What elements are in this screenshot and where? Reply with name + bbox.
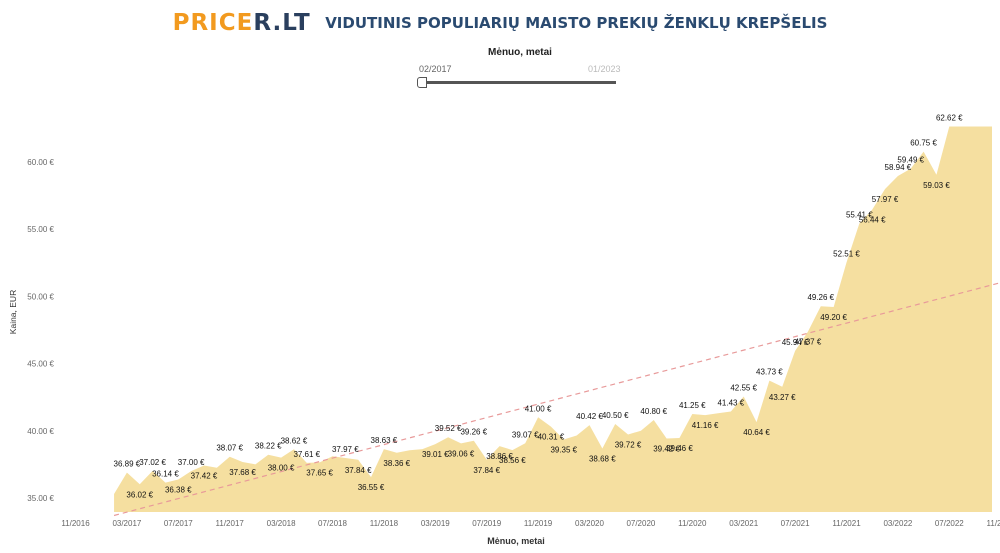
x-tick-label: 11/2018 [370, 519, 399, 528]
data-label: 37.97 € [332, 445, 359, 454]
pricer-logo: PRICER.LT [173, 10, 311, 36]
data-label: 62.62 € [936, 114, 963, 123]
x-tick-label: 07/2020 [626, 519, 655, 528]
data-label: 38.56 € [499, 456, 526, 465]
data-label: 39.46 € [666, 444, 693, 453]
data-label: 37.42 € [191, 471, 218, 480]
data-label: 37.65 € [306, 468, 333, 477]
data-label: 59.03 € [923, 181, 950, 190]
x-tick-label: 03/2020 [575, 519, 604, 528]
logo-part-2: R.LT [253, 10, 311, 36]
data-label: 37.61 € [293, 450, 320, 459]
data-label: 36.14 € [152, 470, 179, 479]
x-tick-label: 07/2019 [472, 519, 501, 528]
data-label: 43.73 € [756, 368, 783, 377]
data-label: 41.43 € [717, 399, 744, 408]
x-tick-label: 03/2019 [421, 519, 450, 528]
data-label: 37.00 € [178, 458, 205, 467]
data-label: 43.27 € [769, 393, 796, 402]
data-label: 38.36 € [383, 459, 410, 468]
data-label: 59.49 € [897, 156, 924, 165]
data-label: 55.41 € [846, 210, 873, 219]
filter-start-value: 02/2017 [419, 64, 452, 74]
x-tick-label: 11/2021 [832, 519, 861, 528]
data-label: 37.02 € [139, 458, 166, 467]
filter-end-value: 01/2023 [588, 64, 621, 74]
data-label: 38.68 € [589, 455, 616, 464]
x-tick-label: 11/2020 [678, 519, 707, 528]
data-label: 45.94 € [782, 338, 809, 347]
logo-part-1: PRICE [172, 10, 254, 36]
x-axis-title: Mėnuo, metai [487, 536, 545, 546]
data-label: 47.37 € [795, 338, 822, 347]
x-tick-label: 07/2021 [781, 519, 810, 528]
chart-header: PRICER.LT VIDUTINIS POPULIARIŲ MAISTO PR… [0, 10, 1000, 36]
x-tick-label: 03/2021 [729, 519, 758, 528]
data-label: 49.26 € [807, 293, 834, 302]
data-label: 49.20 € [820, 313, 847, 322]
data-label: 38.22 € [255, 442, 282, 451]
data-label: 57.97 € [872, 195, 899, 204]
data-label: 39.01 € [422, 450, 449, 459]
x-tick-label: 11/2017 [216, 519, 245, 528]
data-label: 36.02 € [126, 490, 153, 499]
x-tick-label: 03/2022 [883, 519, 912, 528]
x-tick-label: 11/2022 [987, 519, 1000, 528]
data-label: 40.80 € [640, 407, 667, 416]
filter-label: Mėnuo, metai [488, 47, 552, 58]
data-label: 39.35 € [550, 445, 577, 454]
data-label: 41.16 € [692, 421, 719, 430]
data-label: 39.42 € [653, 445, 680, 454]
x-tick-label: 11/2019 [524, 519, 553, 528]
data-label: 36.38 € [165, 485, 192, 494]
data-label: 40.42 € [576, 412, 603, 421]
data-label: 40.64 € [743, 428, 770, 437]
data-label: 36.55 € [358, 483, 385, 492]
data-label: 40.31 € [538, 433, 565, 442]
x-tick-label: 11/2016 [61, 519, 90, 528]
data-label: 38.07 € [216, 444, 243, 453]
data-label: 39.07 € [512, 430, 539, 439]
data-label: 52.51 € [833, 249, 860, 258]
y-tick-label: 55.00 € [27, 225, 54, 234]
data-label: 36.89 € [114, 460, 141, 469]
data-label: 58.94 € [885, 163, 912, 172]
y-tick-label: 60.00 € [27, 158, 54, 167]
x-tick-label: 07/2017 [164, 519, 193, 528]
data-label: 37.68 € [229, 468, 256, 477]
data-label: 38.00 € [268, 464, 295, 473]
data-label: 39.26 € [460, 428, 487, 437]
x-tick-label: 03/2017 [112, 519, 141, 528]
data-label: 41.00 € [525, 404, 552, 413]
y-tick-label: 35.00 € [27, 494, 54, 503]
data-label: 60.75 € [910, 139, 937, 148]
data-label: 38.63 € [371, 436, 398, 445]
data-label: 41.25 € [679, 401, 706, 410]
y-tick-label: 45.00 € [27, 360, 54, 369]
data-label: 40.50 € [602, 411, 629, 420]
x-tick-label: 07/2022 [935, 519, 964, 528]
data-label: 39.52 € [435, 424, 462, 433]
y-axis-title: Kaina, EUR [8, 290, 18, 334]
data-label: 39.72 € [615, 441, 642, 450]
data-label: 39.06 € [448, 449, 475, 458]
data-label: 37.84 € [473, 466, 500, 475]
data-label: 38.86 € [486, 452, 513, 461]
x-tick-label: 07/2018 [318, 519, 347, 528]
data-label: 56.44 € [859, 216, 886, 225]
y-tick-label: 40.00 € [27, 427, 54, 436]
x-tick-label: 03/2018 [267, 519, 296, 528]
date-range-slider[interactable] [424, 81, 616, 84]
chart-title: VIDUTINIS POPULIARIŲ MAISTO PREKIŲ ŽENKL… [325, 14, 828, 32]
data-label: 38.62 € [281, 436, 308, 445]
data-label: 42.55 € [730, 383, 757, 392]
price-area-series [114, 126, 993, 513]
y-tick-label: 50.00 € [27, 292, 54, 301]
data-label: 37.84 € [345, 466, 372, 475]
slider-handle[interactable] [417, 77, 427, 88]
